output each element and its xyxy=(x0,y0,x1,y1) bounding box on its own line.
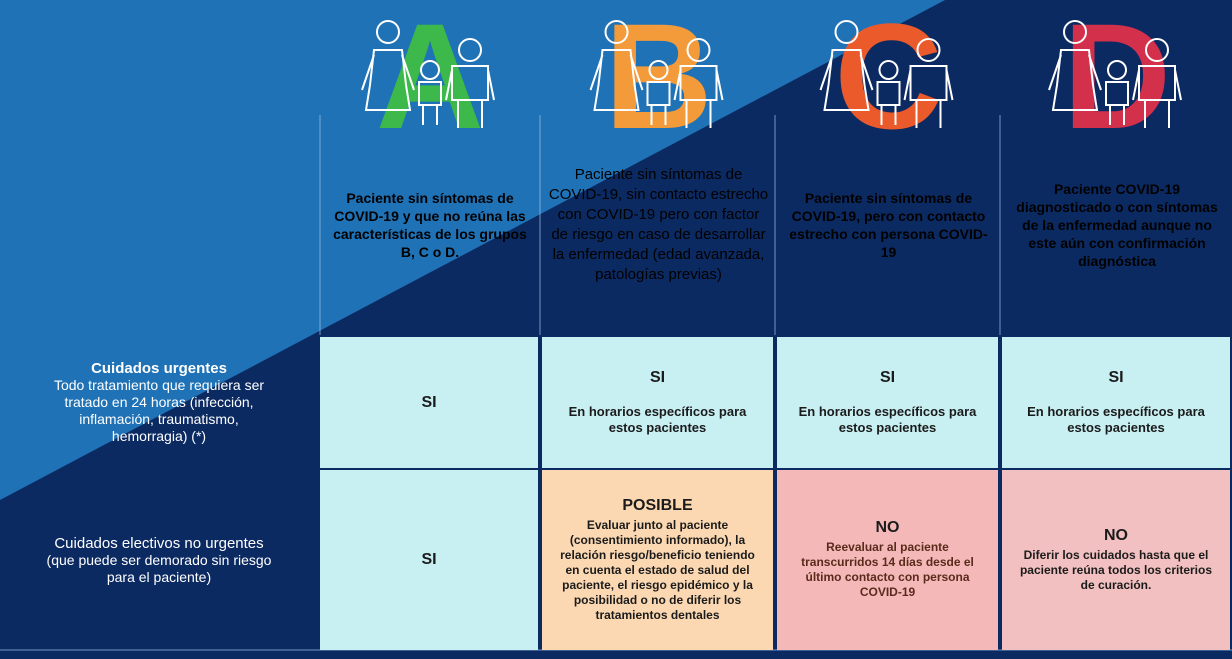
man-body xyxy=(903,65,954,128)
table-cell: SI En horarios específicos para estos pac… xyxy=(1002,337,1230,468)
woman-body xyxy=(819,49,874,111)
row-description: Todo tratamiento que requiera ser tratad… xyxy=(53,377,265,444)
child-head xyxy=(1107,60,1127,80)
row-description: (que puede ser demorado sin riesgo para … xyxy=(46,551,272,585)
row-header: Cuidados urgentes Todo tratamiento que r… xyxy=(0,337,318,468)
row-title: Cuidados electivos no urgentes xyxy=(54,534,264,552)
child-body xyxy=(1105,81,1129,125)
child-head xyxy=(648,60,669,80)
cell-text: En horarios específicos para estos pacie… xyxy=(798,403,977,435)
table-cell: SI En horarios específicos para estos pac… xyxy=(777,337,998,468)
man-head xyxy=(916,38,941,62)
cell-heading: NO xyxy=(1104,526,1128,544)
cell-heading: SI xyxy=(421,551,437,568)
man-body xyxy=(445,65,495,128)
woman-head xyxy=(1063,20,1087,44)
child-body xyxy=(876,81,901,125)
woman-head xyxy=(604,20,629,44)
cell-heading: SI xyxy=(1108,368,1124,386)
cell-text: En horarios específicos para estos pacie… xyxy=(1027,403,1205,435)
child-body xyxy=(418,81,442,125)
cell-heading: NO xyxy=(875,519,900,536)
woman-body xyxy=(1048,49,1102,111)
child-head xyxy=(420,60,440,80)
table-cell: NO Reevaluar al paciente transcurridos 14… xyxy=(777,470,998,650)
man-head xyxy=(458,38,482,62)
woman-body xyxy=(589,49,644,111)
group-description: Paciente COVID-19 diagnosticado o con sí… xyxy=(1016,181,1218,269)
cell-text: Reevaluar al paciente transcurridos 14 d… xyxy=(801,540,974,599)
man-head xyxy=(686,38,711,62)
man-head xyxy=(1145,38,1169,62)
child-head xyxy=(878,60,899,80)
woman-head xyxy=(834,20,859,44)
man-body xyxy=(1132,65,1182,128)
family-icon xyxy=(1048,20,1182,128)
cell-text: Evaluar junto al paciente (consentimient… xyxy=(560,517,755,622)
table-cell: POSIBLE Evaluar junto al paciente (consen… xyxy=(542,470,773,650)
group-description: Paciente sin síntomas de COVID-19, sin c… xyxy=(548,166,769,283)
table-cell: SI xyxy=(320,337,538,468)
row-header: Cuidados electivos no urgentes (que pued… xyxy=(0,470,318,650)
group-description: Paciente sin síntomas de COVID-19, pero … xyxy=(789,190,988,260)
child-body xyxy=(646,81,671,125)
table-cell: SI En horarios específicos para estos pac… xyxy=(542,337,773,468)
woman-head xyxy=(376,20,400,44)
table-cell: NO Diferir los cuidados hasta que el paci… xyxy=(1002,470,1230,650)
cell-heading: SI xyxy=(421,393,437,411)
cell-heading: SI xyxy=(879,368,896,386)
man-body xyxy=(673,65,724,128)
cell-text: Diferir los cuidados hasta que el pacien… xyxy=(1019,547,1213,592)
row-title: Cuidados urgentes xyxy=(91,360,227,377)
cell-heading: POSIBLE xyxy=(622,496,693,514)
light-background xyxy=(0,0,945,500)
cell-heading: SI xyxy=(649,368,666,386)
family-icon xyxy=(589,20,724,128)
family-icon xyxy=(819,20,954,128)
cell-text: En horarios específicos para estos pacie… xyxy=(568,403,747,435)
woman-body xyxy=(361,49,415,111)
group-description: Paciente sin síntomas de COVID-19 y que … xyxy=(333,190,527,260)
grid xyxy=(0,115,1232,651)
family-icon xyxy=(361,20,495,128)
table-cell: SI xyxy=(320,470,538,650)
